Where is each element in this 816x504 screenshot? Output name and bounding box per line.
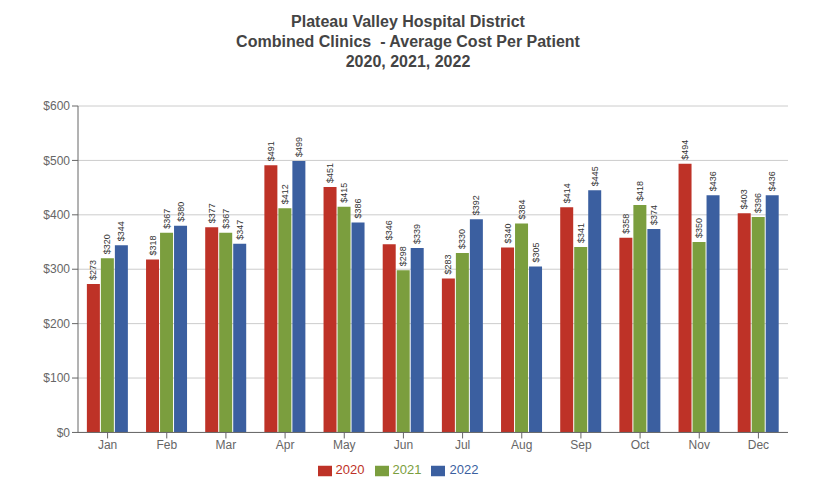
svg-text:$386: $386 xyxy=(353,198,363,218)
svg-text:$451: $451 xyxy=(325,163,335,183)
svg-text:Mar: Mar xyxy=(216,438,237,452)
svg-text:$499: $499 xyxy=(294,137,304,157)
html-text:2021: 2021 xyxy=(392,462,422,478)
svg-text:$403: $403 xyxy=(739,189,749,209)
svg-text:$283: $283 xyxy=(443,254,453,274)
svg-text:$377: $377 xyxy=(207,203,217,223)
svg-text:$273: $273 xyxy=(88,260,98,280)
html-text:2020, 2021, 2022: 2020, 2021, 2022 xyxy=(345,53,471,70)
svg-text:Sep: Sep xyxy=(570,438,592,452)
svg-text:$414: $414 xyxy=(562,183,572,203)
svg-text:$436: $436 xyxy=(708,171,718,191)
svg-text:$392: $392 xyxy=(471,195,481,215)
svg-text:$346: $346 xyxy=(384,220,394,240)
svg-text:$384: $384 xyxy=(517,199,527,219)
svg-text:$350: $350 xyxy=(694,218,704,238)
svg-text:$341: $341 xyxy=(576,223,586,243)
svg-text:$298: $298 xyxy=(398,246,408,266)
svg-text:$305: $305 xyxy=(531,242,541,262)
svg-text:$396: $396 xyxy=(753,193,763,213)
svg-text:$330: $330 xyxy=(457,229,467,249)
svg-text:$436: $436 xyxy=(767,171,777,191)
svg-text:$318: $318 xyxy=(148,235,158,255)
svg-text:$367: $367 xyxy=(162,209,172,229)
svg-text:Apr: Apr xyxy=(276,438,295,452)
svg-text:$100: $100 xyxy=(43,371,70,385)
svg-text:$600: $600 xyxy=(43,99,70,113)
svg-text:Jul: Jul xyxy=(455,438,470,452)
svg-text:$347: $347 xyxy=(235,220,245,240)
svg-text:Jun: Jun xyxy=(394,438,413,452)
svg-text:$415: $415 xyxy=(339,183,349,203)
svg-text:$412: $412 xyxy=(280,184,290,204)
html-text:Combined Clinics - Average Cos: Combined Clinics - Average Cost Per Pati… xyxy=(236,33,580,50)
svg-text:$358: $358 xyxy=(621,214,631,234)
svg-text:Dec: Dec xyxy=(748,438,769,452)
html-text:2020: 2020 xyxy=(335,462,365,478)
svg-text:$418: $418 xyxy=(635,181,645,201)
svg-text:$0: $0 xyxy=(57,426,71,440)
html-text:Plateau Valley Hospital Distri: Plateau Valley Hospital District xyxy=(291,13,525,30)
svg-text:$300: $300 xyxy=(43,262,70,276)
svg-text:$500: $500 xyxy=(43,154,70,168)
svg-text:$367: $367 xyxy=(221,209,231,229)
svg-text:Oct: Oct xyxy=(631,438,650,452)
svg-text:Feb: Feb xyxy=(156,438,177,452)
svg-text:Jan: Jan xyxy=(98,438,117,452)
svg-text:Aug: Aug xyxy=(511,438,532,452)
svg-text:$400: $400 xyxy=(43,208,70,222)
svg-text:$200: $200 xyxy=(43,317,70,331)
svg-text:Nov: Nov xyxy=(689,438,710,452)
svg-text:$344: $344 xyxy=(116,221,126,241)
html-text:2022: 2022 xyxy=(449,462,479,478)
svg-text:May: May xyxy=(333,438,356,452)
svg-text:$339: $339 xyxy=(412,224,422,244)
svg-text:$445: $445 xyxy=(590,166,600,186)
svg-text:$491: $491 xyxy=(266,141,276,161)
svg-text:$340: $340 xyxy=(503,223,513,243)
svg-text:$494: $494 xyxy=(680,140,690,160)
svg-text:$380: $380 xyxy=(176,202,186,222)
svg-text:$320: $320 xyxy=(102,234,112,254)
svg-text:$374: $374 xyxy=(649,205,659,225)
